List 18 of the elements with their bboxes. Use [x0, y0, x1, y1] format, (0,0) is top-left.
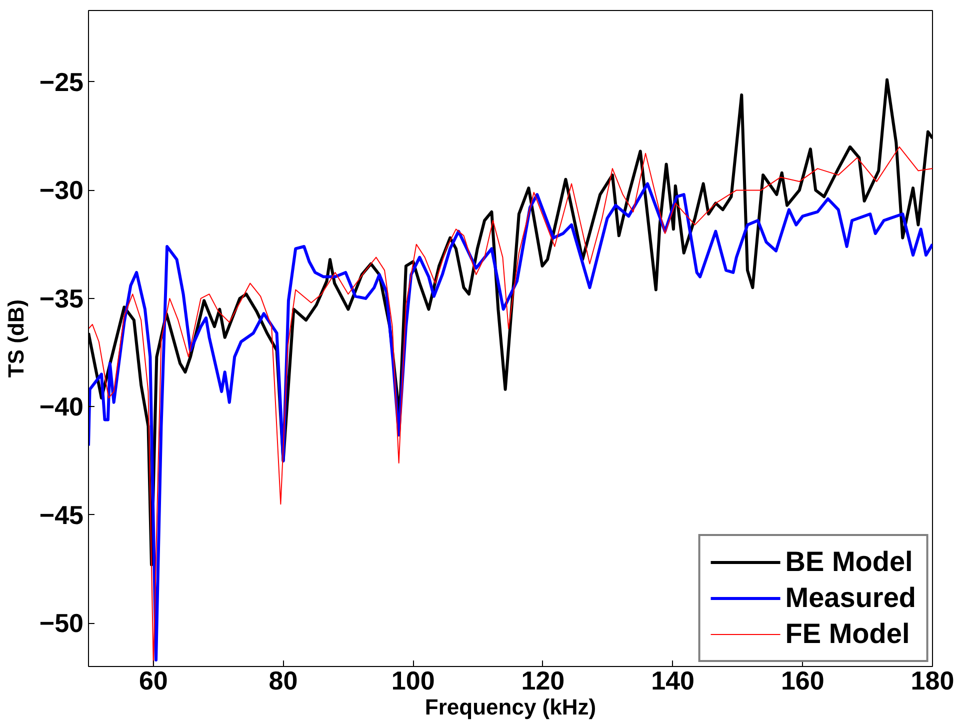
legend-label: Measured — [785, 582, 916, 614]
y-tick-label: −30 — [39, 175, 84, 206]
legend-label: BE Model — [785, 546, 913, 578]
x-tick-label: 120 — [521, 666, 565, 696]
y-tick-label: −50 — [39, 608, 84, 638]
y-axis-title: TS (dB) — [3, 299, 28, 378]
y-tick-label: −35 — [39, 283, 84, 314]
x-tick-label: 180 — [910, 666, 954, 696]
y-tick-label: −40 — [39, 392, 84, 422]
x-axis-title: Frequency (kHz) — [424, 694, 596, 720]
x-tick-label: 140 — [651, 666, 695, 696]
y-tick-label: −45 — [39, 500, 84, 530]
legend-label: FE Model — [785, 618, 910, 650]
y-tick-label: −25 — [39, 66, 84, 97]
x-tick-label: 60 — [138, 666, 168, 696]
x-tick-label: 160 — [780, 666, 824, 696]
x-tick-label: 80 — [268, 666, 298, 696]
x-tick-label: 100 — [391, 666, 435, 696]
